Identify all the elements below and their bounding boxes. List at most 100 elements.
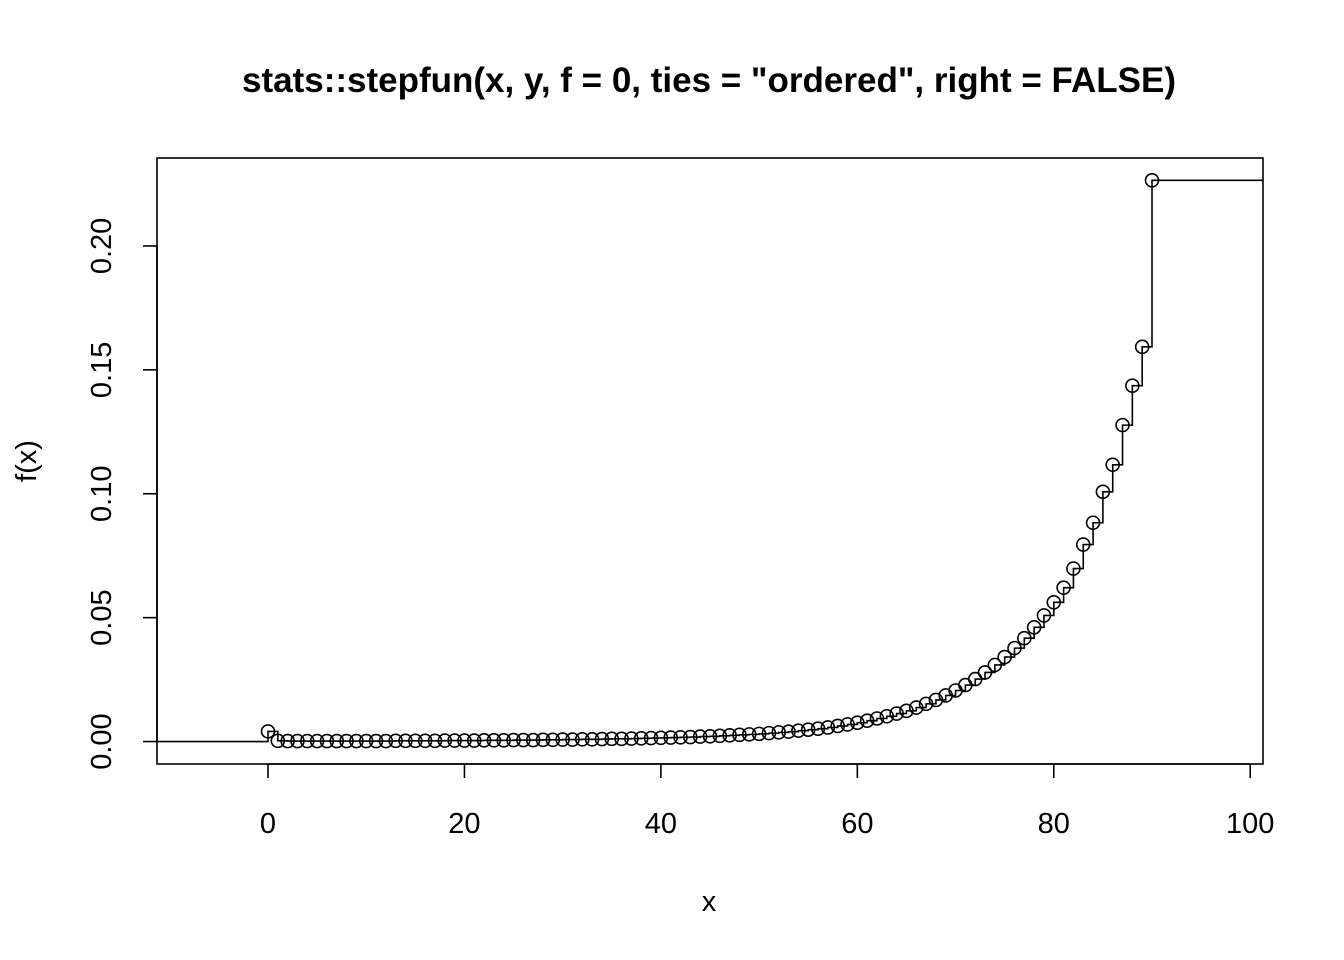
data-point	[417, 733, 433, 749]
data-point	[427, 733, 443, 749]
data-point	[741, 727, 757, 742]
data-point	[290, 733, 305, 749]
data-point	[349, 733, 364, 749]
x-tick-label: 60	[841, 808, 873, 840]
data-point	[555, 732, 570, 747]
data-point	[791, 723, 806, 738]
data-point	[1144, 173, 1160, 188]
chart-title: stats::stepfun(x, y, f = 0, ties = "orde…	[242, 61, 1176, 100]
data-point	[604, 731, 620, 747]
y-axis: 0.00 0.05 0.10 0.15 0.20	[86, 218, 158, 770]
data-point	[594, 731, 610, 747]
data-point	[928, 692, 944, 708]
data-point	[722, 728, 737, 743]
data-point	[899, 703, 914, 719]
data-point	[457, 733, 472, 748]
data-point	[466, 733, 482, 748]
data-point	[692, 729, 708, 744]
data-point	[869, 711, 885, 726]
y-tick-label: 0.00	[86, 713, 118, 769]
data-point	[908, 700, 924, 715]
x-tick-label: 0	[260, 808, 276, 840]
data-point	[378, 733, 394, 749]
data-points	[260, 173, 1160, 749]
y-tick-label: 0.20	[86, 218, 118, 274]
data-point	[967, 671, 983, 687]
data-point	[663, 730, 679, 745]
data-point	[712, 728, 728, 744]
data-point	[1085, 515, 1101, 531]
data-point	[633, 731, 649, 746]
x-axis: 0 20 40 60 80 100	[260, 763, 1274, 840]
data-point	[1007, 640, 1022, 656]
data-point	[771, 725, 787, 740]
data-point	[476, 733, 492, 748]
x-axis-label: x	[702, 886, 717, 918]
y-tick-label: 0.05	[86, 589, 118, 645]
data-point	[1105, 457, 1121, 473]
data-point	[702, 729, 718, 744]
data-point	[761, 725, 777, 741]
data-point	[1036, 608, 1052, 623]
data-point	[918, 696, 934, 712]
data-point	[270, 733, 286, 749]
data-point	[486, 733, 502, 748]
data-point	[280, 733, 295, 749]
data-point	[859, 713, 875, 729]
data-point	[398, 733, 413, 749]
data-point	[1026, 620, 1042, 635]
x-tick-label: 20	[448, 808, 480, 840]
data-point	[987, 657, 1003, 673]
data-point	[1134, 339, 1150, 355]
data-point	[329, 733, 345, 749]
data-point	[614, 731, 629, 747]
data-point	[820, 720, 836, 735]
data-point	[810, 721, 826, 736]
data-point	[1056, 580, 1071, 595]
data-point	[850, 715, 865, 731]
data-point	[319, 733, 335, 749]
step-lines	[157, 179, 1263, 743]
data-point	[997, 649, 1012, 665]
data-point	[781, 724, 796, 739]
data-point	[368, 733, 384, 749]
data-point	[683, 729, 698, 745]
data-point	[260, 724, 276, 739]
data-point	[653, 730, 669, 746]
data-point	[1046, 594, 1062, 610]
data-point	[830, 718, 845, 734]
data-point	[496, 733, 512, 748]
data-point	[535, 732, 551, 748]
data-point	[1066, 561, 1081, 576]
x-tick-label: 40	[645, 808, 677, 840]
plot-box	[156, 157, 1264, 765]
y-tick-label: 0.15	[86, 342, 118, 398]
data-point	[889, 706, 904, 721]
data-point	[339, 733, 354, 749]
data-point	[624, 731, 639, 746]
data-point	[840, 717, 855, 732]
data-point	[408, 733, 423, 749]
data-point	[751, 726, 767, 742]
data-point	[447, 733, 462, 748]
data-point	[437, 733, 453, 748]
data-point	[584, 732, 600, 747]
data-point	[1125, 378, 1140, 394]
data-point	[1115, 417, 1130, 433]
data-point	[545, 732, 561, 748]
data-point	[525, 732, 541, 748]
step-line	[157, 179, 1263, 743]
data-point	[1017, 630, 1032, 646]
data-point	[800, 722, 816, 737]
x-tick-label: 80	[1038, 808, 1070, 840]
data-point	[358, 733, 374, 749]
data-point	[977, 665, 993, 680]
data-point	[732, 727, 747, 743]
y-axis-label: f(x)	[11, 440, 43, 482]
y-tick-label: 0.10	[86, 466, 118, 522]
data-point	[299, 733, 315, 749]
x-tick-label: 100	[1226, 808, 1274, 840]
data-point	[309, 733, 325, 749]
data-point	[1095, 484, 1111, 500]
